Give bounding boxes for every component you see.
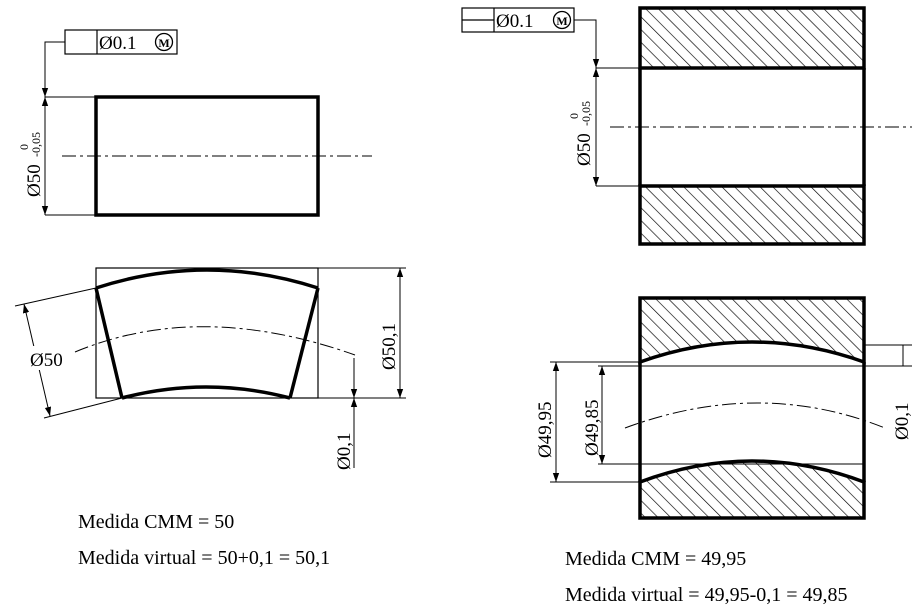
hole-straightness-label: Ø0,1 (892, 403, 912, 440)
svg-text:0: 0 (567, 113, 581, 119)
hole-diameter-dim: Ø50 0 -0,05 (567, 101, 595, 166)
hole-fcf-modifier: M (556, 14, 567, 28)
hole-drawing: Ø0.1 M Ø50 0 -0,05 (461, 6, 912, 246)
virtual-envelope (95, 267, 319, 399)
bent-diameter-label: Ø50 (30, 350, 63, 371)
hole-caption-virtual: Medida virtual = 49,95-0,1 = 49,85 (565, 584, 848, 606)
hole-fcf-tolerance: Ø0.1 (496, 11, 533, 32)
svg-text:0: 0 (17, 144, 31, 150)
svg-text:-0,05: -0,05 (29, 132, 43, 157)
svg-text:-0,05: -0,05 (579, 101, 593, 126)
bent-shaft-drawing: Ø50 Ø50,1 Ø0,1 (14, 267, 406, 470)
bent-hole-drawing: Ø49,95 Ø49,85 Ø0,1 (535, 296, 912, 520)
shaft-fcf-tolerance: Ø0.1 (99, 33, 136, 54)
envelope-diameter-label: Ø50,1 (379, 323, 400, 370)
bent-hole-axis (624, 402, 886, 429)
bent-axis (74, 326, 356, 356)
shaft-drawing: Ø0.1 M Ø50 0 -0,05 (17, 29, 372, 217)
svg-text:Ø50: Ø50 (24, 164, 45, 197)
virtual-diameter-label: Ø49,85 (582, 400, 603, 456)
shaft-diameter-dim: Ø50 0 -0,05 (17, 132, 45, 197)
hole-feature-control-frame: Ø0.1 M (461, 7, 575, 33)
shaft-caption-cmm: Medida CMM = 50 (78, 511, 234, 533)
shaft-caption-virtual: Medida virtual = 50+0,1 = 50,1 (78, 547, 330, 569)
bore-diameter-label: Ø49,95 (535, 402, 556, 458)
svg-text:Ø50: Ø50 (574, 133, 595, 166)
shaft-fcf-modifier: M (158, 36, 169, 50)
hole-caption-cmm: Medida CMM = 49,95 (565, 548, 746, 570)
shaft-feature-control-frame: Ø0.1 M (64, 29, 178, 55)
straightness-label: Ø0,1 (334, 433, 355, 470)
